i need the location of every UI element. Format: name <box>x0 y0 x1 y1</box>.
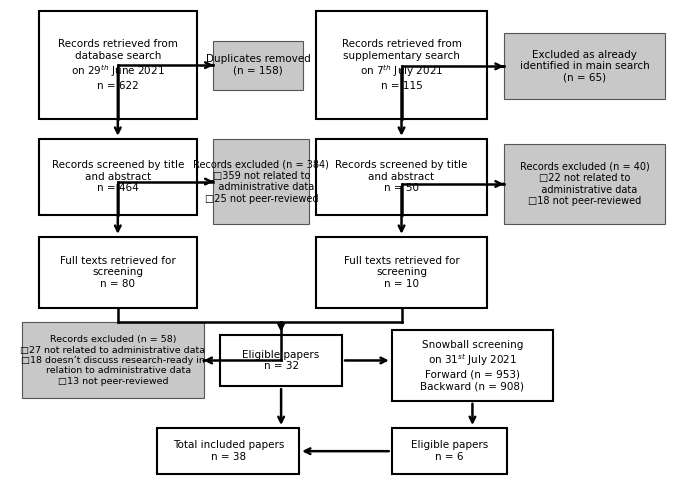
Text: Total included papers
n = 38: Total included papers n = 38 <box>173 440 284 462</box>
FancyBboxPatch shape <box>316 11 488 119</box>
FancyBboxPatch shape <box>316 237 488 308</box>
FancyBboxPatch shape <box>504 33 666 100</box>
FancyBboxPatch shape <box>504 143 666 224</box>
FancyBboxPatch shape <box>392 428 507 474</box>
FancyBboxPatch shape <box>39 11 197 119</box>
FancyBboxPatch shape <box>22 322 203 398</box>
Text: Duplicates removed
(n = 158): Duplicates removed (n = 158) <box>205 54 310 76</box>
Text: Records screened by title
and abstract
n = 50: Records screened by title and abstract n… <box>335 160 468 193</box>
Text: Records excluded (n = 384)
□359 not related to
   administrative data
□25 not pe: Records excluded (n = 384) □359 not rela… <box>193 159 329 204</box>
Text: Snowball screening
on 31$^{st}$ July 2021
Forward (n = 953)
Backward (n = 908): Snowball screening on 31$^{st}$ July 202… <box>420 340 524 391</box>
Text: Eligible papers
n = 32: Eligible papers n = 32 <box>243 350 320 371</box>
FancyBboxPatch shape <box>220 335 342 386</box>
FancyBboxPatch shape <box>392 330 554 401</box>
Text: Full texts retrieved for
screening
n = 80: Full texts retrieved for screening n = 8… <box>60 256 175 289</box>
FancyBboxPatch shape <box>157 428 299 474</box>
Text: Records excluded (n = 58)
□27 not related to administrative data
□18 doesn’t dis: Records excluded (n = 58) □27 not relate… <box>20 335 205 386</box>
Text: Records retrieved from
database search
on 29$^{th}$ June 2021
n = 622: Records retrieved from database search o… <box>58 39 177 91</box>
Text: Excluded as already
identified in main search
(n = 65): Excluded as already identified in main s… <box>520 50 649 83</box>
FancyBboxPatch shape <box>214 40 303 90</box>
Text: Records excluded (n = 40)
□22 not related to
   administrative data
□18 not peer: Records excluded (n = 40) □22 not relate… <box>520 162 649 207</box>
FancyBboxPatch shape <box>39 139 197 214</box>
Text: Eligible papers
n = 6: Eligible papers n = 6 <box>411 440 488 462</box>
Text: Full texts retrieved for
screening
n = 10: Full texts retrieved for screening n = 1… <box>343 256 460 289</box>
FancyBboxPatch shape <box>39 237 197 308</box>
Text: Records retrieved from
supplementary search
on 7$^{th}$ July 2021
n = 115: Records retrieved from supplementary sea… <box>341 39 462 91</box>
FancyBboxPatch shape <box>214 139 309 224</box>
FancyBboxPatch shape <box>316 139 488 214</box>
Text: Records screened by title
and abstract
n = 464: Records screened by title and abstract n… <box>52 160 184 193</box>
